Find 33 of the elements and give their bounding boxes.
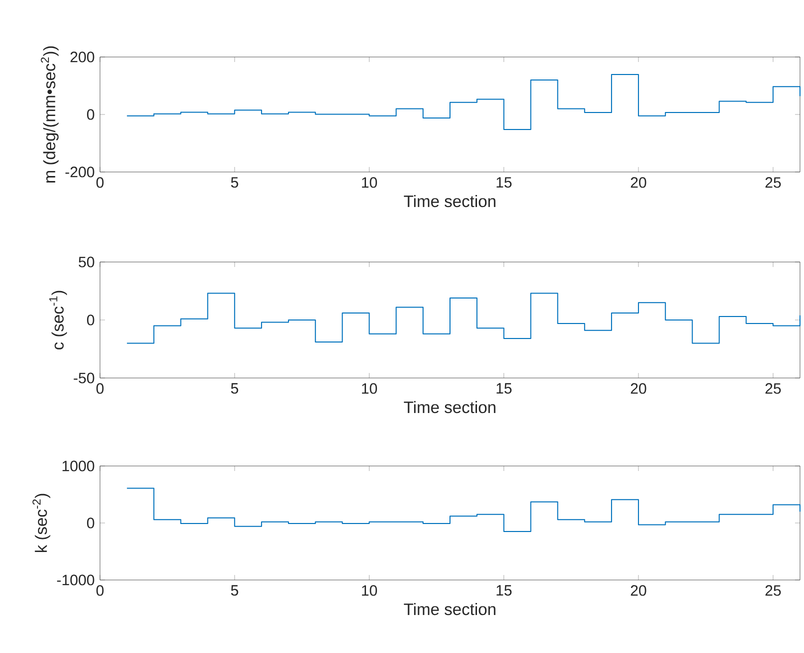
x-tick-label: 15 (496, 177, 512, 188)
y-tick-label: -50 (74, 372, 94, 384)
x-axis-title: Time section (404, 401, 496, 414)
y-axis-title: m (deg/(mm•sec$^{2}$)) (40, 46, 59, 183)
x-tick-label: 15 (496, 383, 512, 394)
x-tick-label: 0 (96, 383, 104, 394)
x-tick-label: 25 (765, 383, 781, 394)
x-tick-label: 25 (765, 585, 781, 596)
y-axis-title: c (sec$^{-1}$) (49, 290, 67, 350)
y-tick-label: -1000 (57, 574, 94, 586)
x-tick-label: 0 (96, 177, 104, 188)
x-tick-label: 20 (630, 383, 646, 394)
x-tick-label: 0 (96, 585, 104, 596)
x-tick-label: 10 (362, 177, 377, 188)
x-tick-label: 25 (765, 177, 781, 188)
y-tick-label: 0 (87, 518, 94, 528)
x-tick-label: 5 (231, 585, 238, 596)
x-tick-label: 10 (362, 585, 377, 596)
x-tick-label: 20 (630, 585, 646, 596)
y-tick-label: 200 (70, 52, 94, 62)
x-tick-label: 5 (231, 177, 238, 188)
x-tick-label: 5 (231, 383, 238, 394)
y-axis-title: k (sec$^{-2}$) (32, 494, 50, 552)
x-tick-label: 20 (630, 177, 646, 188)
x-tick-label: 15 (496, 585, 512, 596)
y-tick-label: -200 (65, 166, 94, 178)
y-tick-label: 50 (78, 256, 94, 268)
x-axis-title: Time section (404, 195, 496, 208)
y-tick-label: 0 (87, 314, 94, 326)
y-tick-label: 1000 (62, 460, 94, 472)
x-tick-label: 10 (362, 383, 377, 394)
y-tick-label: 0 (87, 109, 94, 120)
x-axis-title: Time section (404, 603, 496, 616)
